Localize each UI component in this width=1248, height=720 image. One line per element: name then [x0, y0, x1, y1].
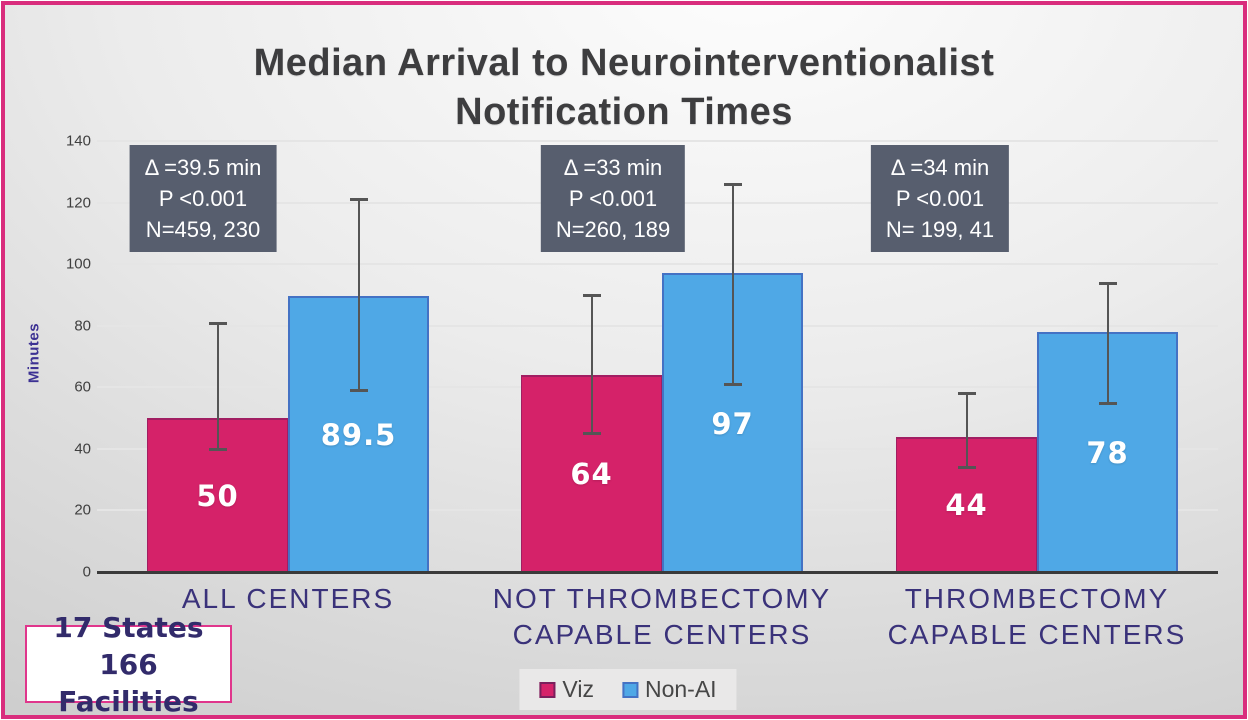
- stat-annotation-line: N=459, 230: [145, 217, 261, 242]
- category-label: NOT THROMBECTOMY CAPABLE CENTERS: [493, 581, 831, 653]
- legend-item-non-ai: Non-AI: [621, 676, 717, 703]
- stat-annotation-box: Δ =34 min P <0.001 N= 199, 41: [870, 145, 1010, 252]
- stat-annotation-line: Δ =39.5 min: [144, 155, 262, 180]
- y-axis-tick-label: 20: [74, 501, 91, 519]
- stat-annotation-line: P <0.001: [895, 186, 985, 211]
- error-bar-cap-bottom: [208, 447, 227, 451]
- error-bar: [590, 294, 593, 434]
- y-axis-tick-label: 100: [65, 255, 91, 273]
- error-bar: [216, 322, 219, 449]
- error-bar-cap-bottom: [349, 389, 368, 393]
- stat-annotation-line: Δ =33 min: [563, 155, 663, 180]
- category-label-line: CAPABLE CENTERS: [887, 619, 1187, 650]
- y-axis-tick-label: 0: [82, 563, 91, 581]
- category-label-line: THROMBECTOMY: [904, 583, 1170, 614]
- x-axis-line: [97, 570, 1218, 574]
- non-ai-color-swatch: [621, 681, 638, 698]
- plot-area: 0 20 40 60 80 100 120 140 50 64 44 89.5 97 78 Δ =39.5 …: [5, 5, 1243, 715]
- y-axis-tick-label: 40: [74, 440, 91, 458]
- error-bar-cap-top: [957, 392, 976, 396]
- stat-annotation-line: N= 199, 41: [885, 217, 995, 242]
- category-label: ALL CENTERS: [182, 581, 394, 617]
- legend-label-non-ai: Non-AI: [644, 676, 717, 702]
- error-bar-cap-top: [582, 293, 601, 297]
- y-axis-tick-label: 120: [65, 194, 91, 212]
- error-bar: [965, 393, 968, 468]
- error-bar-cap-bottom: [582, 432, 601, 436]
- stat-annotation-line: N=260, 189: [555, 217, 671, 242]
- error-bar-cap-bottom: [1098, 401, 1117, 405]
- error-bar-cap-top: [349, 198, 368, 202]
- states-facilities-box: 17 States 166 Facilities: [25, 611, 232, 715]
- legend-label-viz: Viz: [562, 676, 594, 702]
- gridline: [97, 324, 1218, 327]
- gridline: [97, 139, 1218, 142]
- bar-value-label: 89.5: [320, 418, 397, 453]
- error-bar: [731, 184, 734, 385]
- error-bar-cap-top: [208, 321, 227, 325]
- legend-item-viz: Viz: [539, 676, 594, 703]
- error-bar: [1106, 282, 1109, 403]
- error-bar-cap-bottom: [957, 466, 976, 470]
- bar-value-label: 50: [196, 479, 239, 514]
- gridline: [97, 263, 1218, 266]
- category-label-line: CAPABLE CENTERS: [512, 619, 812, 650]
- stat-annotation-line: P <0.001: [568, 186, 658, 211]
- stat-annotation-line: Δ =34 min: [890, 155, 990, 180]
- bar-value-label: 64: [570, 457, 613, 492]
- chart-title-line-1: Median Arrival to Neurointerventionalist: [253, 42, 995, 84]
- category-label-line: NOT THROMBECTOMY: [492, 583, 832, 614]
- error-bar-cap-top: [723, 183, 742, 187]
- stat-annotation-box: Δ =33 min P <0.001 N=260, 189: [540, 145, 686, 252]
- bar-value-label: 97: [711, 406, 754, 441]
- category-label-line: ALL CENTERS: [181, 583, 395, 614]
- chart-legend: Viz Non-AI: [519, 669, 737, 710]
- y-axis-tick-label: 60: [74, 378, 91, 396]
- chart-title: Median Arrival to Neurointerventionalist…: [5, 39, 1243, 137]
- chart-title-line-2: Notification Times: [455, 91, 793, 133]
- stat-annotation-box: Δ =39.5 min P <0.001 N=459, 230: [129, 145, 277, 252]
- error-bar: [357, 199, 360, 391]
- stat-annotation-line: P <0.001: [158, 186, 248, 211]
- y-axis-tick-label: 80: [74, 317, 91, 335]
- bar-value-label: 44: [945, 488, 988, 523]
- y-axis-tick-label: 140: [65, 132, 91, 150]
- bar-value-label: 78: [1086, 435, 1129, 470]
- error-bar-cap-top: [1098, 281, 1117, 285]
- viz-color-swatch: [539, 681, 556, 698]
- facilities-count: 166 Facilities: [58, 647, 199, 718]
- category-label: THROMBECTOMY CAPABLE CENTERS: [888, 581, 1187, 653]
- states-count: 17 States: [53, 610, 204, 644]
- error-bar-cap-bottom: [723, 383, 742, 387]
- bar-non-ai: 89.5: [288, 296, 429, 572]
